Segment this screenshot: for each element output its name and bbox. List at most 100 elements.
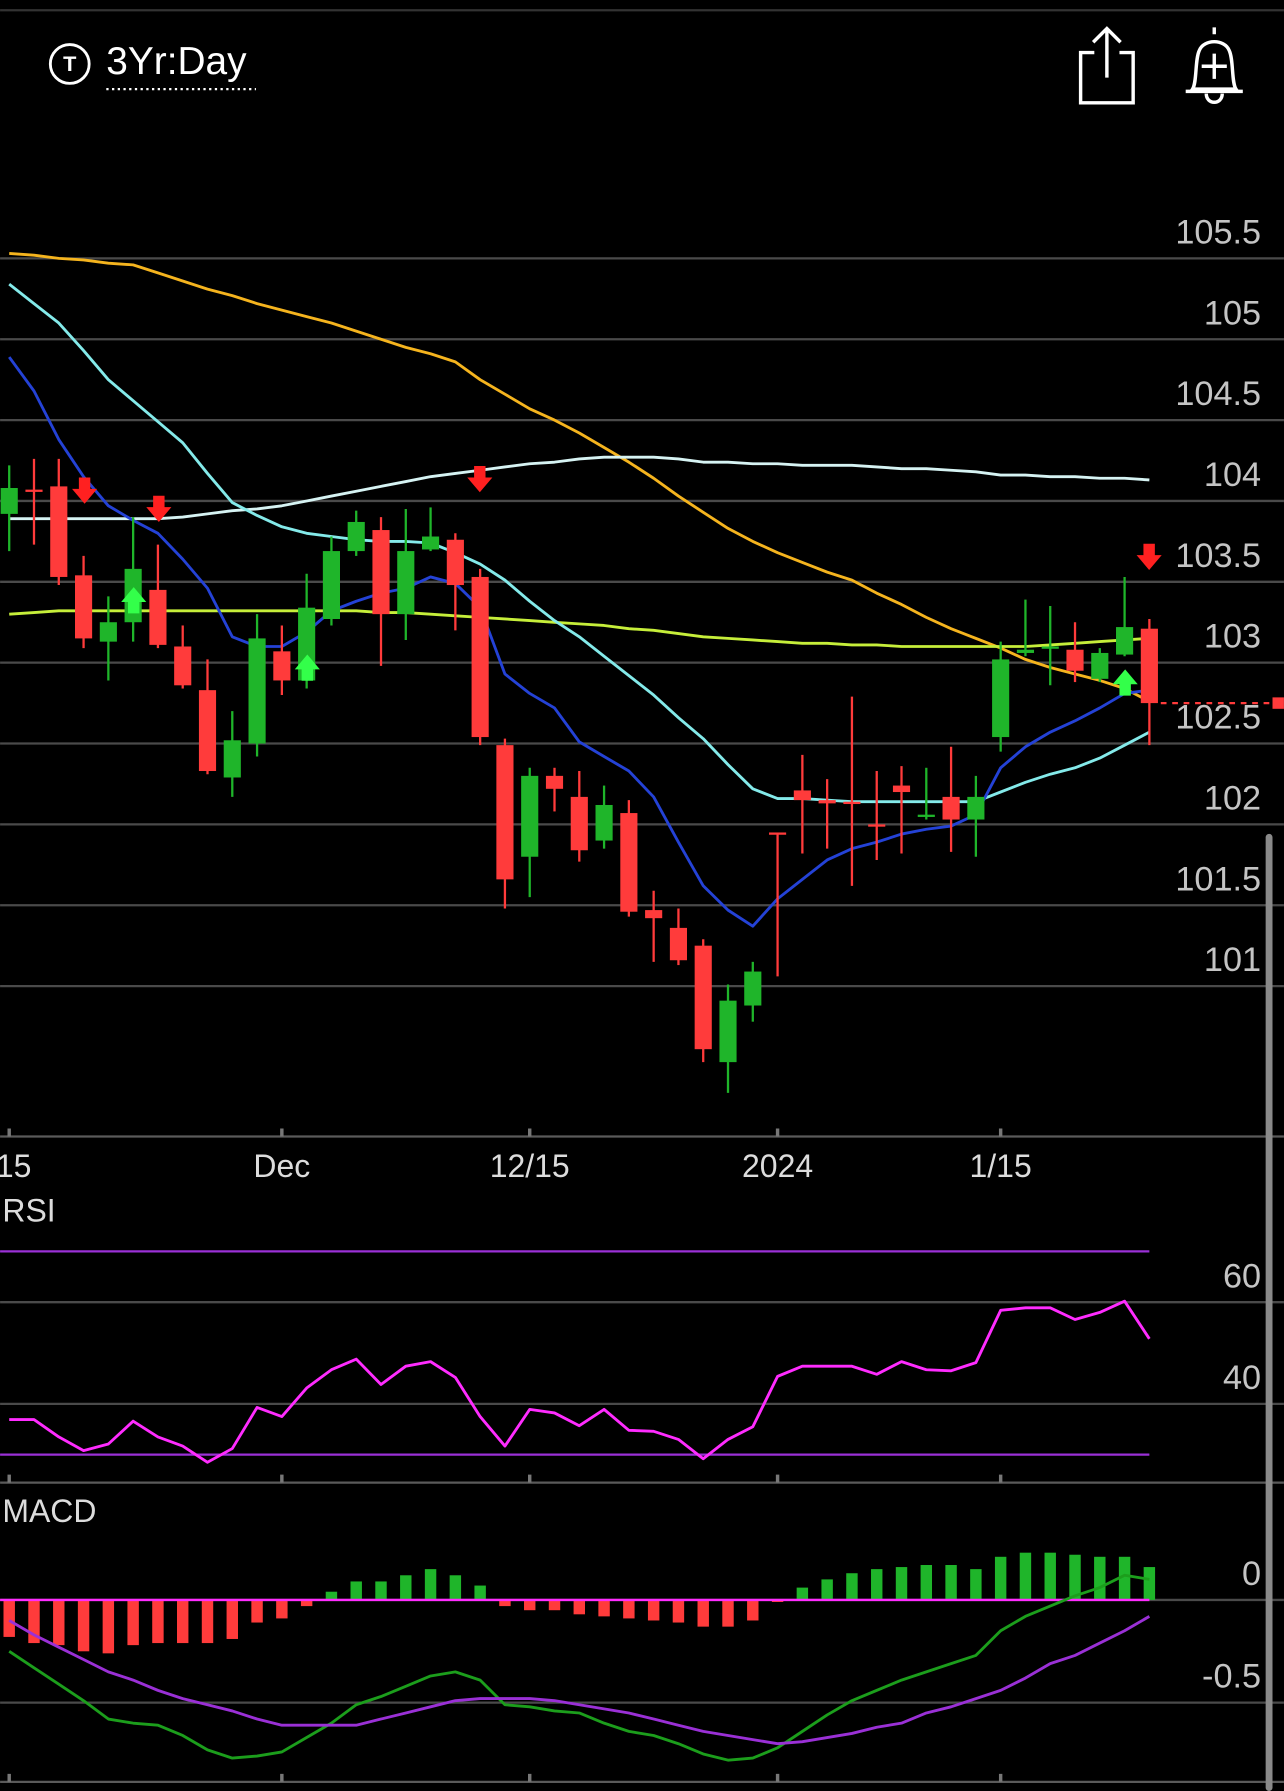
histogram-bar [747,1599,759,1621]
scrollbar[interactable] [1265,833,1273,1791]
y-tick-label: 60 [1223,1257,1261,1295]
histogram-bar [871,1569,883,1600]
histogram-bar [945,1565,957,1600]
histogram-bar [895,1567,908,1600]
bell-plus [1201,53,1227,79]
candle-body [694,945,712,1050]
candle-body [397,551,415,615]
timeframe-button[interactable]: T 3Yr:Day [48,40,256,91]
histogram-bar [1094,1556,1106,1600]
histogram-bar [28,1599,40,1644]
last-price-tag [1272,697,1284,709]
share-button[interactable] [1078,26,1135,105]
x-tick-label: /15 [0,1148,31,1184]
histogram-bar [127,1599,139,1646]
candle-body [322,551,340,619]
candle-body [471,576,489,738]
y-tick-label: 103.5 [1175,537,1261,575]
y-tick-label: 102.5 [1175,699,1261,737]
candle-body [0,488,18,514]
candle-body [744,971,762,1006]
candle-body [942,796,960,820]
share-icon-box [1078,50,1135,105]
histogram-bar [1019,1552,1032,1600]
moving-average-line [9,455,1150,521]
buy-arrow [121,587,147,614]
candle-body [1041,646,1059,649]
candle-body [769,832,787,835]
candle-body [446,539,464,586]
y-tick-label: 101.5 [1175,860,1261,898]
histogram-bar [846,1573,858,1600]
histogram-bar [300,1599,313,1607]
histogram-bar [226,1599,238,1639]
indicator-line [8,1573,1150,1762]
signal-arrows [72,466,1162,696]
moving-average-line [8,356,1150,928]
candle-body [149,589,167,645]
histogram-bar [623,1599,635,1619]
histogram-bar [77,1599,90,1652]
y-tick-label: 101 [1204,941,1261,979]
sell-arrow [146,495,172,522]
histogram-bar [499,1599,511,1607]
histogram-bar [1143,1567,1156,1600]
histogram-bar [3,1599,15,1637]
panel-title: MACD [2,1493,96,1529]
sell-arrow [1136,543,1162,570]
y-tick-label: 102 [1204,779,1261,817]
histogram-bar [920,1565,933,1600]
histogram-bar [350,1581,362,1600]
histogram-bar [424,1569,437,1600]
share-icon-arrow [1091,26,1122,78]
candle-body [99,622,117,642]
histogram-bar [177,1599,189,1644]
histogram-bar [276,1599,288,1619]
buy-arrow [294,654,320,681]
buy-arrow [1112,669,1138,696]
bell-icon [1185,27,1243,104]
histogram-bar [102,1599,115,1654]
histogram-bar [400,1575,412,1600]
candle-body [967,796,985,820]
candle-body [223,740,241,778]
y-tick-label: 105 [1204,294,1261,332]
histogram-bar [152,1599,164,1644]
candle-body [50,486,68,577]
x-tick-label: Dec [253,1148,310,1184]
candle-body [868,824,886,827]
y-tick-label: 104 [1204,456,1261,494]
histogram-bar [821,1579,833,1600]
histogram-bar [1069,1554,1081,1600]
histogram-bar [325,1591,338,1600]
histogram-bar [598,1599,610,1617]
alert-button[interactable] [1185,27,1243,104]
candle-body [1066,649,1084,671]
histogram-bar [970,1569,982,1600]
candle-body [174,646,192,686]
histogram-bar [375,1581,387,1600]
candle-body [545,775,564,789]
y-tick-label: 40 [1223,1359,1261,1397]
candle-body [273,651,291,681]
histogram-bar [722,1599,734,1627]
candle-body [75,575,93,639]
candle-body [620,813,638,912]
panel-title: RSI [2,1192,55,1228]
histogram-bar [573,1599,586,1615]
time-icon [48,43,91,85]
histogram-bar [994,1556,1007,1600]
candle-body [992,659,1010,738]
candle-body [892,785,911,793]
histogram-bar [672,1599,685,1623]
timeframe-label: 3Yr:Day [106,40,247,83]
histogram-bar [251,1599,263,1623]
candle-body [669,927,688,961]
candle-body [917,814,935,817]
candle-body [347,521,365,552]
histogram-bar [449,1575,462,1600]
histogram-bar [474,1585,486,1600]
candle-body [1091,652,1109,679]
y-tick-label: -0.5 [1202,1658,1261,1696]
